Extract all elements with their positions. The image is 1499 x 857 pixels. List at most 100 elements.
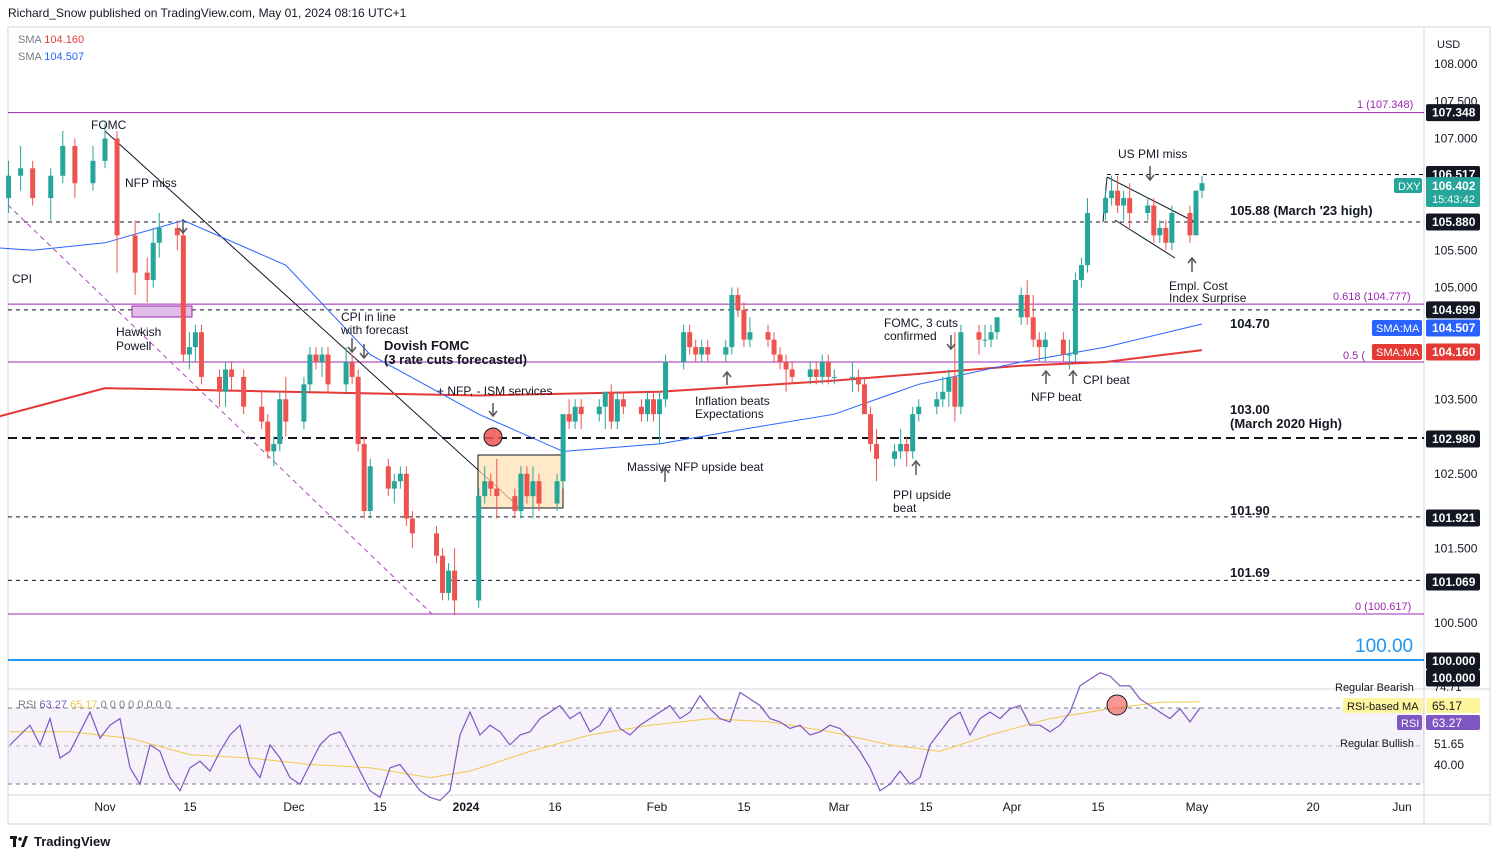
regular-bullish-label: Regular Bullish (1340, 738, 1414, 750)
price-tick-label: 108.000 (1434, 57, 1478, 71)
time-axis: Nov 15 Dec 15 2024 16 Feb 15 Mar 15 Apr 15 May 20 Jun (94, 800, 1411, 814)
badge-102980: 102.980 (1432, 432, 1476, 446)
candle-body (705, 347, 711, 355)
fomc-confirmed-label: confirmed (884, 329, 937, 343)
price-tick-label: 103.500 (1434, 392, 1478, 406)
candle-body (132, 235, 138, 273)
sma-blue-label: SMA (18, 51, 42, 63)
footer-brand-label: TradingView (34, 834, 111, 849)
candle-body (699, 347, 705, 355)
annotation-arrowhead (1145, 174, 1155, 182)
candle-body (952, 376, 958, 407)
rsi-ma-value: 65.17 (1432, 699, 1462, 713)
candle-body (367, 466, 373, 511)
footer-brand[interactable]: TradingView (10, 834, 110, 849)
rsi-legend-label: RSI (18, 699, 37, 711)
candle-body (223, 369, 229, 392)
empl-cost-label: Empl. Cost (1169, 279, 1228, 293)
inflation-label: Inflation beats (695, 394, 770, 408)
dxy-symbol: DXY (1398, 181, 1421, 193)
badge-sma-blue: 104.507 (1432, 321, 1476, 335)
candle-body (144, 272, 150, 281)
regular-bearish-label: Regular Bearish (1335, 682, 1414, 694)
horizontal-levels (8, 112, 1424, 661)
level-10300-label: 103.00 (1230, 402, 1270, 417)
candle-body (1066, 354, 1072, 356)
candle-body (403, 473, 409, 519)
dxy-timer: 15:43:42 (1432, 194, 1475, 206)
candle-body (512, 496, 518, 511)
candle-body (536, 481, 542, 504)
candle-body (916, 406, 922, 415)
candle-body (186, 347, 192, 355)
candle-body (385, 466, 391, 489)
badge-100000: 100.000 (1432, 654, 1476, 668)
candle-body (391, 481, 397, 489)
badge-101921: 101.921 (1432, 511, 1476, 525)
candle-body (867, 414, 873, 444)
badge-104699-bg (1426, 301, 1480, 319)
sma-legend-blue: SMA 104.507 (18, 51, 84, 63)
level-10190-label: 101.90 (1230, 503, 1270, 518)
candle-body (198, 332, 204, 377)
candle-body (283, 399, 289, 422)
candle-body (982, 339, 988, 341)
annotation-arrowhead (488, 410, 498, 418)
badge-100000-b: 100.000 (1432, 671, 1476, 685)
time-tick-label: Feb (647, 800, 668, 814)
candle-body (1018, 294, 1024, 318)
rsi-legend-zeros: 0 0 0 0 0 0 0 0 (100, 699, 171, 711)
candle-body (277, 399, 283, 444)
candle-body (729, 294, 735, 348)
candle-body (608, 391, 614, 422)
nfp-ism-label: + NFP, - ISM services (437, 384, 552, 398)
candle-body (265, 421, 271, 452)
time-tick-label: 20 (1306, 800, 1320, 814)
candle-body (789, 369, 795, 377)
candle-body (663, 362, 669, 400)
candle-body (1127, 198, 1133, 213)
annotation-arrowhead (946, 343, 956, 351)
falling-trendline (104, 130, 521, 509)
candle-body (6, 175, 12, 199)
candle-body (771, 339, 777, 355)
level-10470-label: 104.70 (1230, 316, 1270, 331)
price-tick-label: 107.000 (1434, 132, 1478, 146)
price-tick-label: 105.000 (1434, 281, 1478, 295)
candle-body (693, 347, 699, 355)
candle-body (488, 481, 494, 489)
candle-body (409, 518, 415, 534)
candle-body (1157, 227, 1163, 236)
candle-body (934, 399, 940, 407)
candle-body (940, 391, 946, 400)
candle-body (554, 481, 560, 504)
candle-body (1060, 339, 1066, 355)
sma-ma-red-label: SMA:MA (1376, 347, 1420, 359)
candle-body (620, 399, 626, 407)
candle-body (946, 376, 952, 392)
badge-sma-blue-bg (1426, 319, 1480, 337)
fomc-label: FOMC (91, 118, 127, 132)
nfp-beat-label: NFP beat (1031, 390, 1082, 404)
time-tick-label: 15 (737, 800, 751, 814)
candle-body (572, 406, 578, 422)
candle-body (578, 406, 584, 415)
rsi-ma-tag: RSI-based MA (1347, 701, 1419, 713)
candle-body (904, 443, 910, 452)
candle-body (1151, 205, 1157, 236)
candle-body (566, 414, 572, 422)
dxy-price-bg (1426, 177, 1480, 207)
fib-05-label: 0.5 ( (1343, 350, 1365, 362)
candle-body (723, 347, 729, 355)
candle-body (1030, 317, 1036, 340)
sma-red-line (0, 349, 1203, 418)
candle-body (958, 332, 964, 407)
candle-body (174, 227, 180, 236)
candle-body (855, 376, 861, 385)
candle-body (343, 362, 349, 385)
badge-101069: 101.069 (1432, 575, 1476, 589)
candle-body (687, 332, 693, 348)
time-tick-label: Mar (829, 800, 850, 814)
candle-body (30, 168, 36, 199)
